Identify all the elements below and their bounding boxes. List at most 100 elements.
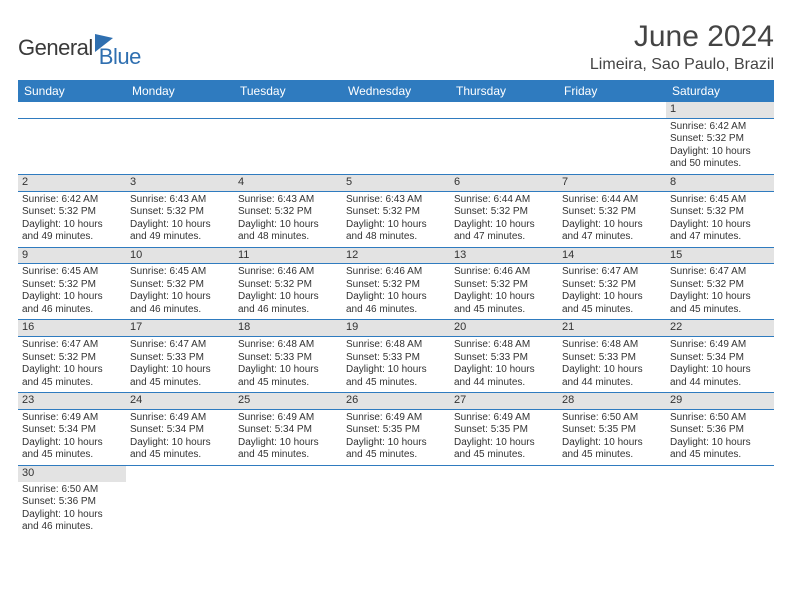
calendar-blank-cell <box>234 102 342 118</box>
calendar-day-cell: Sunrise: 6:48 AMSunset: 5:33 PMDaylight:… <box>450 337 558 393</box>
calendar-daynum-row: 30 <box>18 465 774 481</box>
calendar-body-row: Sunrise: 6:50 AMSunset: 5:36 PMDaylight:… <box>18 482 774 537</box>
calendar-day-number: 21 <box>558 320 666 337</box>
calendar-blank-cell <box>126 118 234 174</box>
calendar-body-row: Sunrise: 6:42 AMSunset: 5:32 PMDaylight:… <box>18 191 774 247</box>
calendar-body-row: Sunrise: 6:49 AMSunset: 5:34 PMDaylight:… <box>18 409 774 465</box>
calendar-daynum-row: 1 <box>18 102 774 118</box>
calendar-day-cell: Sunrise: 6:42 AMSunset: 5:32 PMDaylight:… <box>18 191 126 247</box>
calendar-blank-cell <box>342 465 450 481</box>
calendar-blank-cell <box>666 465 774 481</box>
calendar-blank-cell <box>126 482 234 537</box>
calendar-table: Sunday Monday Tuesday Wednesday Thursday… <box>18 80 774 537</box>
calendar-day-cell: Sunrise: 6:44 AMSunset: 5:32 PMDaylight:… <box>450 191 558 247</box>
calendar-day-number: 1 <box>666 102 774 118</box>
calendar-day-cell: Sunrise: 6:47 AMSunset: 5:32 PMDaylight:… <box>18 337 126 393</box>
calendar-blank-cell <box>450 102 558 118</box>
calendar-day-number: 14 <box>558 247 666 264</box>
brand-logo: General Blue <box>18 26 141 70</box>
calendar-day-number: 6 <box>450 174 558 191</box>
calendar-day-number: 13 <box>450 247 558 264</box>
calendar-day-cell: Sunrise: 6:49 AMSunset: 5:34 PMDaylight:… <box>234 409 342 465</box>
calendar-day-number: 23 <box>18 393 126 410</box>
calendar-day-number: 17 <box>126 320 234 337</box>
calendar-blank-cell <box>234 465 342 481</box>
month-title: June 2024 <box>590 20 774 54</box>
calendar-blank-cell <box>558 102 666 118</box>
calendar-day-number: 11 <box>234 247 342 264</box>
calendar-day-number: 24 <box>126 393 234 410</box>
calendar-day-number: 4 <box>234 174 342 191</box>
calendar-day-cell: Sunrise: 6:43 AMSunset: 5:32 PMDaylight:… <box>234 191 342 247</box>
calendar-day-number: 25 <box>234 393 342 410</box>
weekday-header-row: Sunday Monday Tuesday Wednesday Thursday… <box>18 80 774 102</box>
calendar-body-row: Sunrise: 6:47 AMSunset: 5:32 PMDaylight:… <box>18 337 774 393</box>
calendar-blank-cell <box>18 102 126 118</box>
calendar-day-cell: Sunrise: 6:47 AMSunset: 5:32 PMDaylight:… <box>666 264 774 320</box>
calendar-blank-cell <box>558 482 666 537</box>
calendar-day-cell: Sunrise: 6:49 AMSunset: 5:34 PMDaylight:… <box>18 409 126 465</box>
calendar-day-cell: Sunrise: 6:45 AMSunset: 5:32 PMDaylight:… <box>666 191 774 247</box>
calendar-day-number: 5 <box>342 174 450 191</box>
calendar-blank-cell <box>558 465 666 481</box>
calendar-day-number: 30 <box>18 465 126 481</box>
calendar-blank-cell <box>126 102 234 118</box>
calendar-day-cell: Sunrise: 6:50 AMSunset: 5:36 PMDaylight:… <box>666 409 774 465</box>
weekday-header: Monday <box>126 80 234 102</box>
calendar-day-number: 16 <box>18 320 126 337</box>
calendar-day-number: 19 <box>342 320 450 337</box>
calendar-daynum-row: 16171819202122 <box>18 320 774 337</box>
calendar-day-cell: Sunrise: 6:45 AMSunset: 5:32 PMDaylight:… <box>18 264 126 320</box>
weekday-header: Tuesday <box>234 80 342 102</box>
calendar-day-cell: Sunrise: 6:46 AMSunset: 5:32 PMDaylight:… <box>342 264 450 320</box>
calendar-day-cell: Sunrise: 6:49 AMSunset: 5:35 PMDaylight:… <box>342 409 450 465</box>
weekday-header: Thursday <box>450 80 558 102</box>
calendar-blank-cell <box>342 118 450 174</box>
calendar-day-cell: Sunrise: 6:43 AMSunset: 5:32 PMDaylight:… <box>126 191 234 247</box>
calendar-day-cell: Sunrise: 6:46 AMSunset: 5:32 PMDaylight:… <box>234 264 342 320</box>
calendar-day-cell: Sunrise: 6:49 AMSunset: 5:34 PMDaylight:… <box>126 409 234 465</box>
calendar-day-cell: Sunrise: 6:50 AMSunset: 5:35 PMDaylight:… <box>558 409 666 465</box>
calendar-day-cell: Sunrise: 6:49 AMSunset: 5:34 PMDaylight:… <box>666 337 774 393</box>
calendar-day-cell: Sunrise: 6:45 AMSunset: 5:32 PMDaylight:… <box>126 264 234 320</box>
calendar-day-number: 22 <box>666 320 774 337</box>
calendar-day-number: 8 <box>666 174 774 191</box>
calendar-day-number: 29 <box>666 393 774 410</box>
title-block: June 2024 Limeira, Sao Paulo, Brazil <box>590 20 774 74</box>
calendar-day-number: 9 <box>18 247 126 264</box>
calendar-day-cell: Sunrise: 6:44 AMSunset: 5:32 PMDaylight:… <box>558 191 666 247</box>
calendar-day-cell: Sunrise: 6:47 AMSunset: 5:33 PMDaylight:… <box>126 337 234 393</box>
calendar-day-number: 18 <box>234 320 342 337</box>
calendar-blank-cell <box>234 482 342 537</box>
calendar-daynum-row: 9101112131415 <box>18 247 774 264</box>
calendar-blank-cell <box>558 118 666 174</box>
calendar-blank-cell <box>450 118 558 174</box>
calendar-day-cell: Sunrise: 6:49 AMSunset: 5:35 PMDaylight:… <box>450 409 558 465</box>
calendar-day-number: 2 <box>18 174 126 191</box>
calendar-day-cell: Sunrise: 6:48 AMSunset: 5:33 PMDaylight:… <box>558 337 666 393</box>
calendar-day-cell: Sunrise: 6:42 AMSunset: 5:32 PMDaylight:… <box>666 118 774 174</box>
calendar-daynum-row: 2345678 <box>18 174 774 191</box>
header: General Blue June 2024 Limeira, Sao Paul… <box>18 20 774 74</box>
calendar-body-row: Sunrise: 6:45 AMSunset: 5:32 PMDaylight:… <box>18 264 774 320</box>
calendar-blank-cell <box>342 102 450 118</box>
calendar-day-number: 7 <box>558 174 666 191</box>
calendar-day-number: 10 <box>126 247 234 264</box>
calendar-day-cell: Sunrise: 6:48 AMSunset: 5:33 PMDaylight:… <box>342 337 450 393</box>
calendar-day-cell: Sunrise: 6:50 AMSunset: 5:36 PMDaylight:… <box>18 482 126 537</box>
calendar-blank-cell <box>666 482 774 537</box>
calendar-day-cell: Sunrise: 6:48 AMSunset: 5:33 PMDaylight:… <box>234 337 342 393</box>
calendar-day-number: 3 <box>126 174 234 191</box>
brand-text-2: Blue <box>99 44 141 70</box>
location-subtitle: Limeira, Sao Paulo, Brazil <box>590 56 774 74</box>
calendar-day-cell: Sunrise: 6:47 AMSunset: 5:32 PMDaylight:… <box>558 264 666 320</box>
calendar-day-number: 20 <box>450 320 558 337</box>
calendar-blank-cell <box>234 118 342 174</box>
calendar-daynum-row: 23242526272829 <box>18 393 774 410</box>
calendar-body-row: Sunrise: 6:42 AMSunset: 5:32 PMDaylight:… <box>18 118 774 174</box>
calendar-day-number: 28 <box>558 393 666 410</box>
calendar-day-number: 12 <box>342 247 450 264</box>
weekday-header: Friday <box>558 80 666 102</box>
calendar-blank-cell <box>18 118 126 174</box>
brand-text-1: General <box>18 35 93 61</box>
